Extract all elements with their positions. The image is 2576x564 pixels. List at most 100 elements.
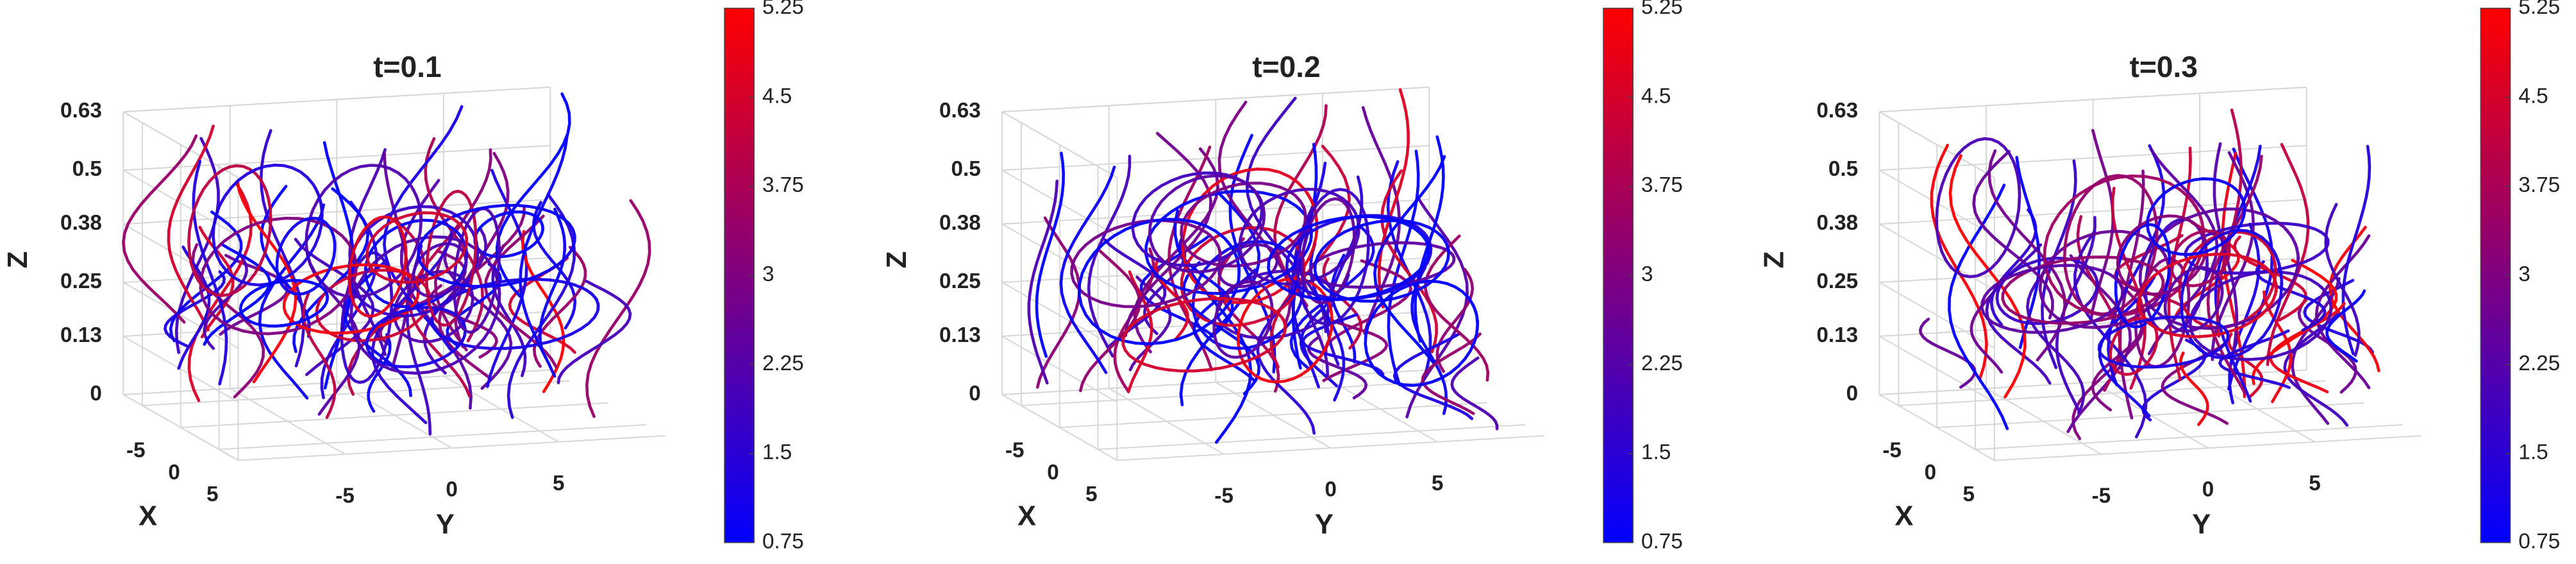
x-tick-label: 5 — [206, 483, 219, 506]
colorbar-tick-label: 1.5 — [1641, 441, 1671, 465]
streamline — [1450, 356, 1499, 431]
streamline — [365, 211, 469, 284]
streamline — [1373, 155, 1446, 364]
y-tick-label: 0 — [1325, 478, 1337, 502]
colorbar-tick-label: 3.75 — [1641, 173, 1683, 197]
streamline — [1980, 264, 2125, 334]
z-tick-label: 0.38 — [1816, 211, 1858, 235]
z-tick-label: 0.25 — [60, 269, 102, 293]
z-tick-label: 0.5 — [72, 157, 102, 181]
x-tick-label: -5 — [1005, 439, 1025, 463]
z-axis-label: Z — [882, 252, 912, 269]
streamlines — [122, 92, 651, 436]
streamline — [556, 279, 632, 384]
streamline — [1290, 161, 1327, 389]
streamline — [294, 237, 375, 377]
streamline — [1212, 280, 1274, 359]
streamline — [399, 178, 473, 410]
colorbar-tick-label: 5.25 — [762, 0, 804, 19]
colorbar-tick-label: 3.75 — [762, 173, 804, 197]
colorbar-tick-label: 1.5 — [762, 441, 792, 465]
colorbar-tick-label: 2.25 — [762, 352, 804, 375]
x-tick-label: 0 — [168, 461, 180, 484]
streamline — [2341, 144, 2371, 355]
streamline — [2170, 229, 2231, 287]
streamline — [430, 277, 600, 350]
streamline — [1103, 238, 1167, 348]
streamline — [1269, 144, 1351, 369]
streamline — [1377, 88, 1410, 309]
z-tick-label: 0.25 — [939, 269, 981, 293]
colorbar-tick-label: 1.5 — [2518, 441, 2548, 465]
streamline — [1421, 332, 1482, 415]
colorbar-tick-label: 2.25 — [1641, 352, 1683, 375]
z-tick-label: 0.13 — [60, 323, 102, 347]
streamline — [1918, 318, 1977, 389]
grid-line — [336, 381, 453, 449]
y-tick-label: 5 — [2309, 472, 2321, 495]
streamline — [412, 242, 468, 298]
streamline — [365, 305, 467, 369]
streamline — [238, 278, 330, 328]
y-axis-label: Y — [2192, 509, 2211, 540]
z-axis-label: Z — [3, 252, 33, 269]
y-tick-label: 0 — [446, 478, 458, 502]
grid-line — [1322, 375, 1438, 443]
colorbar-tick-label: 3 — [1641, 262, 1653, 286]
grid-line — [1215, 381, 1332, 449]
x-tick-label: -5 — [126, 439, 146, 463]
colorbar-tick-label: 2.25 — [2518, 352, 2560, 375]
streamline — [1285, 214, 1433, 301]
colorbar-tick-label: 0.75 — [762, 529, 804, 553]
streamline — [2228, 222, 2261, 405]
streamline — [1424, 234, 1490, 382]
y-tick-label: -5 — [1214, 484, 1234, 508]
streamline — [1087, 155, 1132, 358]
x-axis-label: X — [138, 501, 157, 532]
colorbar-tick-label: 3 — [2518, 262, 2530, 286]
colorbar-tick-label: 4.5 — [2518, 84, 2548, 108]
x-tick-label: 5 — [1962, 483, 1975, 506]
streamline — [1300, 197, 1356, 305]
y-tick-label: 5 — [553, 472, 565, 495]
streamline — [1322, 316, 1389, 382]
streamline — [2216, 108, 2243, 338]
z-tick-label: 0.5 — [1828, 157, 1858, 181]
streamline — [1059, 166, 1116, 374]
grid-line — [230, 388, 346, 455]
streamline — [1930, 143, 1988, 380]
streamline — [203, 252, 248, 350]
streamline — [163, 270, 226, 348]
streamline — [122, 134, 198, 324]
streamline — [2026, 268, 2086, 414]
streamline — [187, 181, 253, 402]
z-tick-label: 0.38 — [939, 211, 981, 235]
panel: 0 0.13 0.25 0.38 0.5 0.63 -5 0 5 -5 0 5 Z X Yt=0.3 0.75… — [1759, 0, 2561, 553]
y-tick-label: -5 — [335, 484, 355, 508]
streamline — [1126, 270, 1153, 393]
streamline — [1435, 268, 1475, 373]
streamline — [1180, 182, 1307, 268]
streamline — [371, 230, 453, 425]
z-tick-label: 0.38 — [60, 211, 102, 235]
colorbar-tick-label: 0.75 — [1641, 529, 1683, 553]
streamline — [1313, 219, 1450, 303]
streamline — [2324, 203, 2361, 357]
streamline — [2266, 142, 2310, 366]
z-tick-label: 0.13 — [1816, 323, 1858, 347]
streamline — [1148, 174, 1266, 274]
z-tick-label: 0.13 — [939, 323, 981, 347]
streamline — [519, 134, 569, 378]
y-axis-label: Y — [1315, 509, 1334, 540]
streamline — [2163, 266, 2224, 333]
streamline — [2146, 177, 2246, 257]
streamline — [2076, 215, 2121, 392]
streamline — [177, 245, 211, 370]
z-tick-label: 0.63 — [939, 99, 981, 123]
colorbar-tick-label: 5.25 — [2518, 0, 2560, 19]
chart-title: t=0.3 — [2130, 50, 2198, 83]
colorbar-tick-label: 0.75 — [2518, 529, 2560, 553]
streamline — [1387, 150, 1420, 386]
streamline — [1035, 216, 1082, 389]
